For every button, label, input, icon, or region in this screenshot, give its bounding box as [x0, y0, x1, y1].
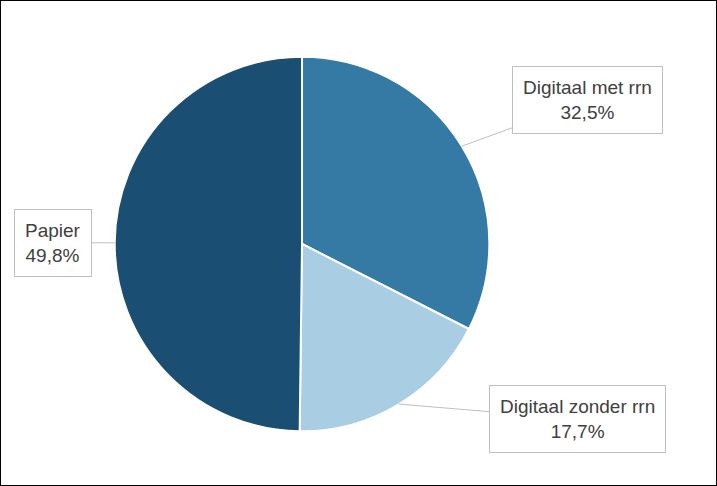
svg-text:Papier49,8%: Papier49,8%	[25, 220, 81, 266]
svg-text:Digitaal zonder rrn17,7%: Digitaal zonder rrn17,7%	[500, 396, 655, 442]
svg-text:Digitaal met rrn32,5%: Digitaal met rrn32,5%	[523, 77, 652, 123]
